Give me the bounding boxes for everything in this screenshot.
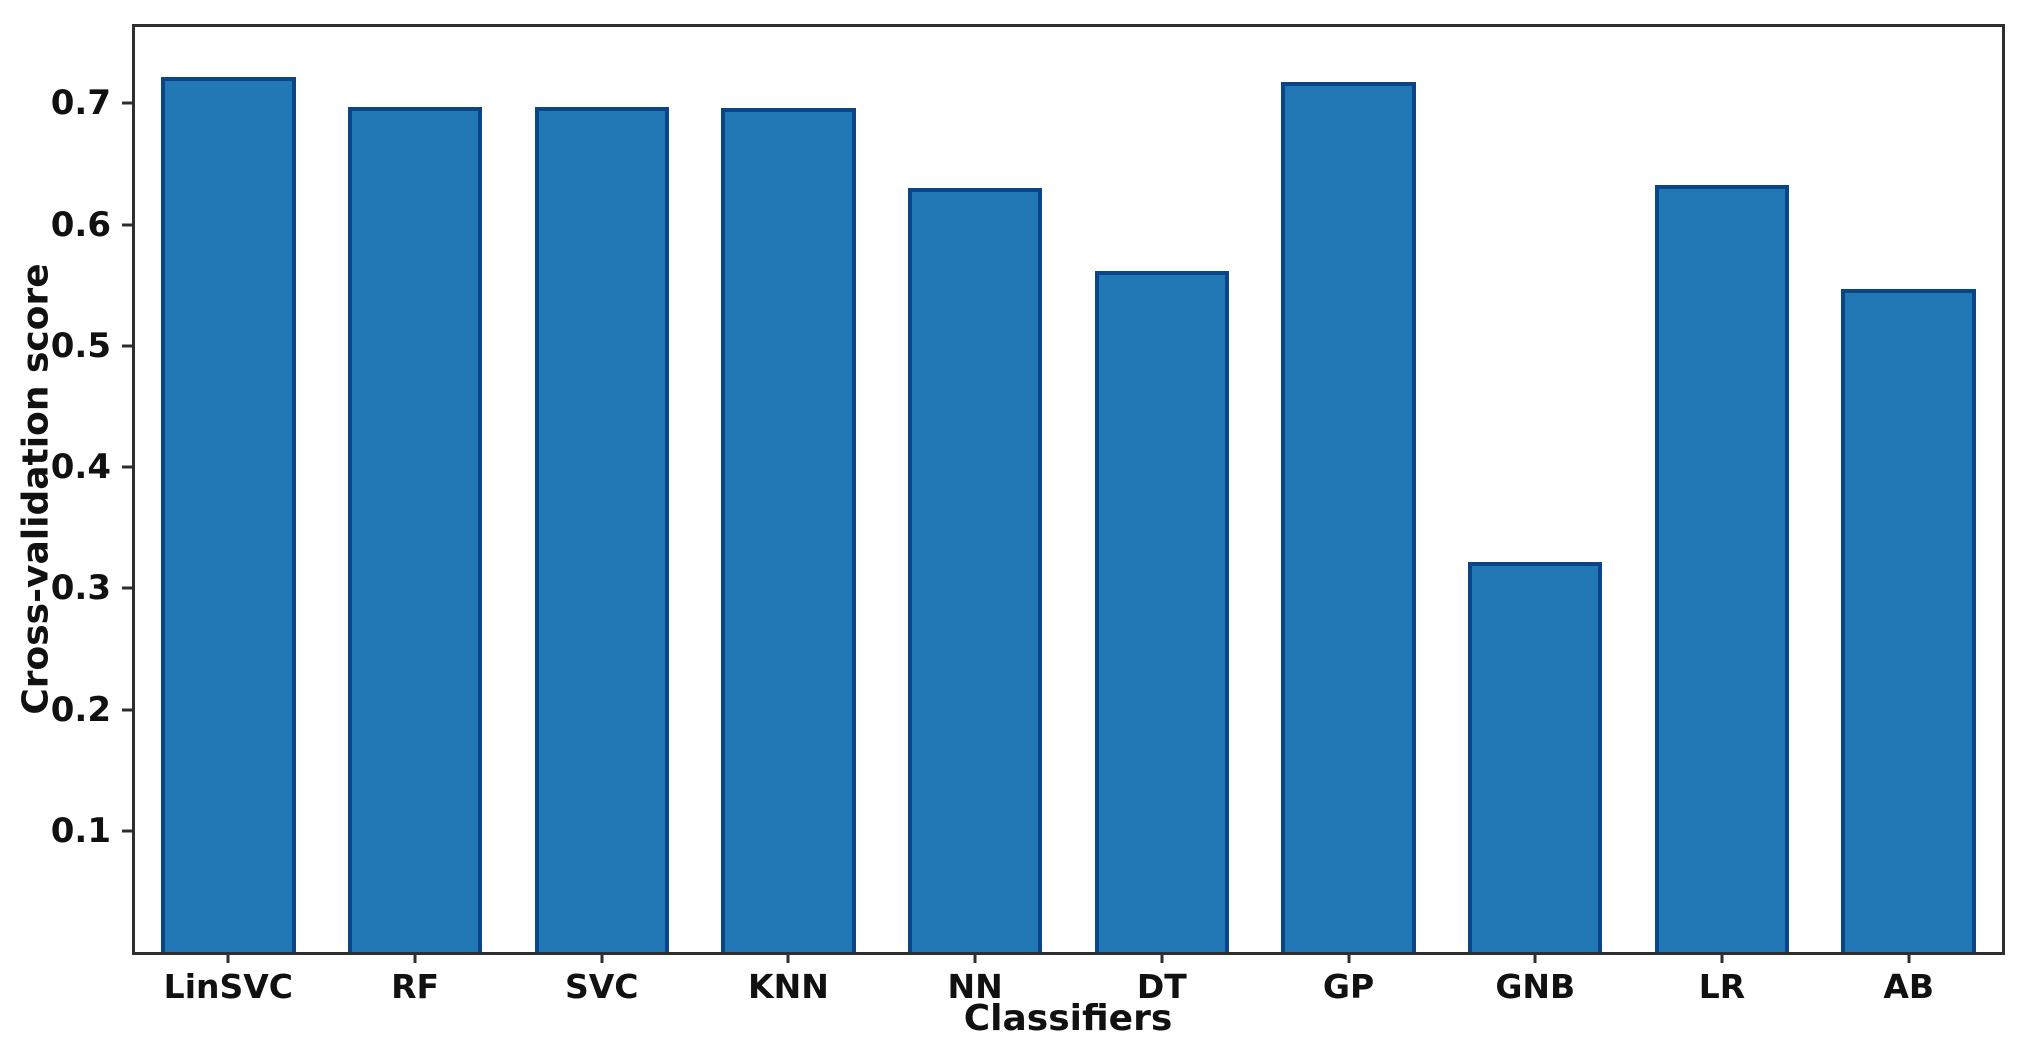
y-tick-mark-0.1: [122, 829, 133, 833]
bar-gnb: [1468, 561, 1603, 952]
x-tick-mark-gnb: [1533, 952, 1537, 963]
y-tick-mark-0.7: [122, 101, 133, 105]
y-tick-mark-0.2: [122, 708, 133, 712]
x-tick-label-ab: AB: [1883, 967, 1935, 1006]
x-tick-mark-lr: [1720, 952, 1724, 963]
bar-slot-gnb: GNB: [1442, 27, 1629, 1003]
x-tick-label-rf: RF: [391, 967, 440, 1006]
bar-slot-svc: SVC: [508, 27, 695, 1003]
bar-rf: [347, 107, 483, 952]
y-tick-mark-0.6: [122, 223, 133, 227]
bar-slot-ab: AB: [1815, 27, 2002, 1003]
y-tick-label-0.5: 0.5: [50, 325, 111, 366]
x-tick-label-svc: SVC: [564, 967, 639, 1006]
bar-linsvc: [161, 76, 296, 952]
y-tick-label-0.2: 0.2: [50, 689, 111, 730]
y-tick-label-0.4: 0.4: [50, 447, 111, 488]
bar-nn: [907, 188, 1043, 952]
x-tick-mark-knn: [786, 952, 790, 963]
x-tick-mark-linsvc: [226, 952, 230, 963]
x-tick-mark-ab: [1907, 952, 1911, 963]
bar-slot-lr: LR: [1629, 27, 1816, 1003]
bar-knn: [721, 108, 856, 952]
plot-area: LinSVC RF SVC KNN NN DT GP GNB LR AB 0.1 0.2 0.3 0.4…: [51, 24, 2005, 1003]
x-axis-label: Classifiers: [963, 998, 1173, 1039]
x-tick-mark-rf: [413, 952, 417, 963]
y-tick-label-0.6: 0.6: [50, 204, 111, 245]
x-tick-label-linsvc: LinSVC: [163, 967, 294, 1006]
x-tick-label-gp: GP: [1322, 967, 1375, 1006]
bar-gp: [1281, 81, 1416, 952]
bars-container: LinSVC RF SVC KNN NN DT GP GNB LR AB: [135, 27, 2002, 1003]
x-tick-label-gnb: GNB: [1495, 967, 1576, 1006]
bar-slot-rf: RF: [322, 27, 509, 1003]
bar-slot-linsvc: LinSVC: [135, 27, 322, 1003]
x-tick-mark-nn: [973, 952, 977, 963]
x-tick-label-lr: LR: [1698, 967, 1746, 1006]
y-tick-label-0.7: 0.7: [50, 83, 111, 124]
bar-slot-gp: GP: [1255, 27, 1442, 1003]
x-tick-mark-svc: [600, 952, 604, 963]
bar-slot-nn: NN: [882, 27, 1069, 1003]
bar-slot-knn: KNN: [695, 27, 882, 1003]
x-tick-mark-gp: [1347, 952, 1351, 963]
y-tick-mark-0.5: [122, 344, 133, 348]
y-tick-mark-0.4: [122, 465, 133, 469]
y-tick-mark-0.3: [122, 586, 133, 590]
bar-ab: [1841, 288, 1976, 952]
bar-slot-dt: DT: [1069, 27, 1256, 1003]
x-tick-mark-dt: [1160, 952, 1164, 963]
bar-lr: [1654, 184, 1790, 952]
bar-svc: [534, 107, 669, 952]
x-tick-label-knn: KNN: [748, 967, 829, 1006]
y-tick-label-0.3: 0.3: [50, 568, 111, 609]
x-tick-label-nn: NN: [947, 967, 1003, 1006]
y-tick-label-0.1: 0.1: [50, 810, 111, 851]
bar-dt: [1094, 270, 1230, 952]
x-tick-label-dt: DT: [1136, 967, 1187, 1006]
